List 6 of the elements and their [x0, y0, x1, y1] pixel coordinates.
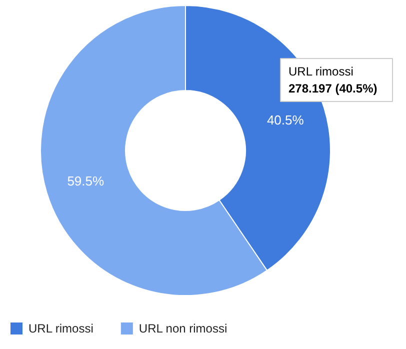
legend-label: URL non rimossi [138, 322, 228, 336]
data-label: 40.5% [266, 112, 304, 128]
legend-label: URL rimossi [28, 322, 94, 336]
text: 278.197 (40.5%) [288, 82, 378, 96]
data-label: 59.5% [67, 174, 104, 189]
text: URL rimossi [288, 64, 354, 78]
